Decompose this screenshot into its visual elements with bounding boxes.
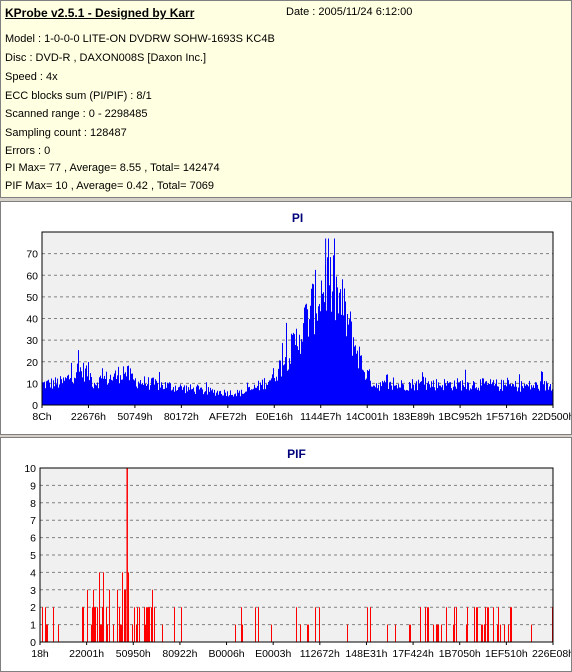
y-tick-label: 30 [26, 335, 38, 347]
y-tick-label: 0 [30, 637, 36, 649]
x-tick-label: 14C001h [346, 411, 389, 423]
y-tick-label: 5 [30, 550, 36, 562]
x-tick-label: 17F424h [392, 648, 434, 660]
chart-title: PI [292, 211, 303, 225]
y-tick-label: 8 [30, 498, 36, 510]
info-ecc-blocks: ECC blocks sum (PI/PIF) : 8/1 [5, 90, 152, 102]
x-tick-label: 112672h [300, 648, 340, 660]
x-tick-label: 1F5716h [486, 411, 528, 423]
y-tick-label: 6 [30, 533, 36, 545]
y-tick-label: 7 [30, 515, 36, 527]
info-disc: Disc : DVD-R , DAXON008S [Daxon Inc.] [5, 52, 207, 64]
pi-chart-panel: PI 0 10 20 30 40 50 60 70 8Ch 22676h 50749h 80172h AF… [0, 201, 572, 435]
info-sampling-count: Sampling count : 128487 [5, 127, 127, 139]
x-tick-label: 22D500h [532, 411, 571, 423]
x-tick-label: 22676h [71, 411, 106, 423]
y-tick-label: 10 [26, 378, 38, 390]
x-tick-label: B0006h [208, 648, 244, 660]
plot-border [39, 467, 554, 643]
pi-chart: PI 0 10 20 30 40 50 60 70 8Ch 22676h 50749h 80172h AF… [26, 211, 571, 423]
pif-chart: PIF 0 1 2 3 4 5 6 7 8 9 10 18h 22001h 50950h 80922h B000… [24, 447, 571, 660]
info-speed: Speed : 4x [5, 71, 58, 83]
x-tick-label: 50749h [117, 411, 152, 423]
pi-series-bars [42, 238, 553, 405]
y-tick-label: 10 [24, 463, 36, 475]
x-tick-label: 22001h [69, 648, 104, 660]
x-tick-label: 1B7050h [439, 648, 481, 660]
x-tick-label: 148E31h [345, 648, 387, 660]
info-pi-stats: PI Max= 77 , Average= 8.55 , Total= 1424… [5, 162, 220, 174]
x-tick-label: E0003h [255, 648, 291, 660]
y-tick-label: 60 [26, 270, 38, 282]
x-tick-label: 1144E7h [300, 411, 341, 423]
x-tick-label: E0E16h [256, 411, 294, 423]
y-tick-label: 50 [26, 292, 38, 304]
x-tick-label: 8Ch [32, 411, 51, 423]
x-tick-label: AFE72h [209, 411, 247, 423]
y-tick-label: 9 [30, 480, 36, 492]
x-tick-label: 1BC952h [438, 411, 482, 423]
info-model: Model : 1-0-0-0 LITE-ON DVDRW SOHW-1693S… [5, 33, 275, 45]
x-tick-label: 50950h [116, 648, 151, 660]
x-tick-label: 18h [31, 648, 49, 660]
plot-border [41, 231, 554, 406]
x-tick-label: 226E08h [532, 648, 571, 660]
y-tick-label: 1 [30, 620, 36, 632]
x-tick-label: 1EF510h [485, 648, 528, 660]
pif-chart-panel: PIF 0 1 2 3 4 5 6 7 8 9 10 18h 22001h 50950h 80922h B000… [0, 437, 572, 672]
y-tick-label: 20 [26, 357, 38, 369]
x-tick-label: 183E89h [393, 411, 435, 423]
y-tick-label: 4 [30, 567, 36, 579]
scan-date: Date : 2005/11/24 6:12:00 [286, 6, 413, 18]
y-tick-label: 2 [30, 602, 36, 614]
y-tick-label: 0 [32, 400, 38, 412]
x-tick-label: 80922h [162, 648, 197, 660]
info-errors: Errors : 0 [5, 145, 51, 157]
app-title: KProbe v2.5.1 - Designed by Karr [5, 6, 195, 20]
y-tick-label: 3 [30, 585, 36, 597]
info-panel: KProbe v2.5.1 - Designed by Karr Date : … [0, 0, 572, 198]
y-tick-label: 70 [26, 249, 38, 261]
info-scanned-range: Scanned range : 0 - 2298485 [5, 108, 148, 120]
y-tick-label: 40 [26, 314, 38, 326]
x-tick-label: 80172h [164, 411, 199, 423]
info-pif-stats: PIF Max= 10 , Average= 0.42 , Total= 706… [5, 180, 215, 192]
chart-title: PIF [287, 447, 306, 461]
